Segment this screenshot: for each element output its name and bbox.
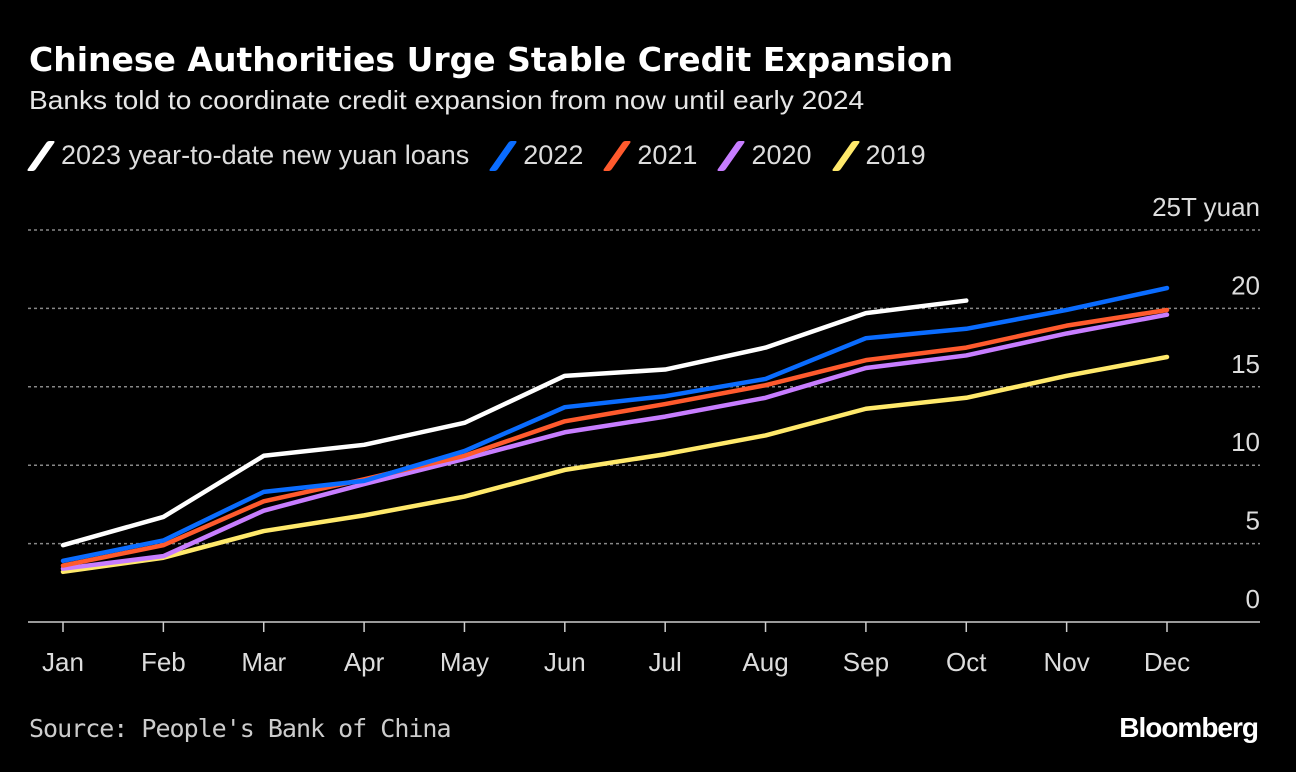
x-tick-label: Jul (649, 647, 682, 677)
x-tick-label: Aug (742, 647, 788, 677)
y-tick-label: 0 (1246, 584, 1260, 614)
legend-item: 2023 year-to-date new yuan loans (26, 140, 470, 171)
legend-item: 2021 (602, 140, 698, 171)
series-line-2020 (60, 312, 1170, 571)
x-tick-label: Apr (344, 647, 385, 677)
legend-label: 2020 (751, 140, 812, 170)
y-tick-label: 15 (1231, 349, 1260, 379)
bloomberg-logo: Bloomberg (1119, 712, 1259, 743)
legend: 2023 year-to-date new yuan loans 2022 2021… (26, 140, 948, 171)
x-tick-label: Oct (946, 647, 987, 677)
chart-title: Chinese Authorities Urge Stable Credit E… (29, 40, 954, 79)
chart-subtitle: Banks told to coordinate credit expansio… (29, 85, 865, 115)
y-tick-label: 25T yuan (1152, 192, 1260, 222)
series-line-2022 (60, 285, 1170, 564)
x-tick-label: Nov (1044, 647, 1090, 677)
legend-label: 2023 year-to-date new yuan loans (61, 140, 470, 170)
x-tick-label: Feb (141, 647, 186, 677)
y-tick-label: 10 (1231, 427, 1260, 457)
legend-item: 2020 (716, 140, 812, 171)
y-tick-label: 20 (1231, 270, 1260, 300)
legend-item: 2022 (488, 140, 584, 171)
legend-item: 2019 (831, 140, 926, 171)
source-note: Source: People's Bank of China (29, 714, 452, 743)
series-line-2019 (60, 354, 1170, 575)
x-tick-label: Dec (1144, 647, 1190, 677)
series-line-2021 (60, 307, 1170, 568)
y-tick-label: 5 (1246, 506, 1260, 536)
legend-label: 2022 (523, 140, 584, 170)
legend-label: 2019 (865, 140, 926, 170)
x-tick-label: Jan (42, 647, 84, 677)
x-tick-label: Mar (241, 647, 286, 677)
legend-label: 2021 (637, 140, 698, 170)
x-tick-label: May (440, 647, 489, 677)
x-tick-label: Sep (843, 647, 889, 677)
series-line-2023 (60, 298, 969, 548)
x-tick-label: Jun (544, 647, 586, 677)
